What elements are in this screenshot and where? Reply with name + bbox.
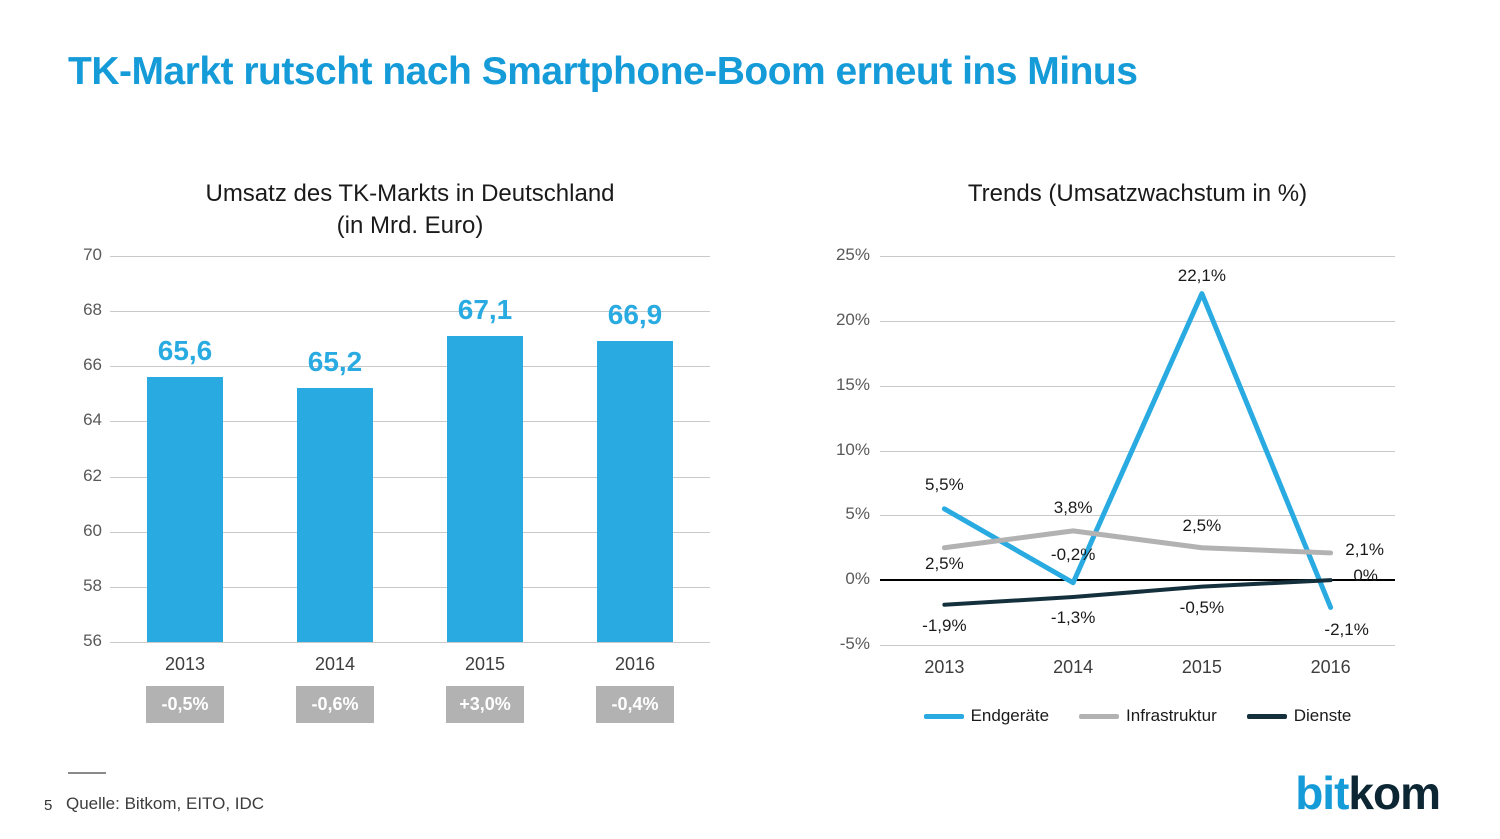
line-chart-title-text: Trends (Umsatzwachstum in %) [967, 180, 1308, 207]
bar-ytick-label: 70 [83, 245, 102, 264]
legend-swatch [1246, 713, 1287, 719]
line-chart-legend: Endgeräte Infrastruktur Dienste [880, 706, 1395, 726]
bar-xtick-label: 2014 [314, 654, 356, 674]
bar-xtick-label: 2015 [464, 654, 506, 674]
line-gridline [880, 320, 1395, 322]
bar-ytick-label: 56 [83, 631, 102, 650]
bar-ytick-label: 58 [83, 575, 102, 595]
bar [597, 341, 673, 642]
point-label: 22,1% [1177, 265, 1226, 285]
trend-lines-svg [941, 291, 1334, 610]
growth-badge: -0,6% [296, 686, 374, 723]
bar-ytick-label: 68 [83, 300, 102, 320]
bar [297, 388, 373, 642]
bitkom-logo: bitkom [1295, 766, 1441, 820]
growth-badge: -0,5% [146, 686, 224, 723]
bar-chart-plot: 70 68 66 64 62 60 58 56 65,6 2013 -0,5% 65,2 2014 -0,… [83, 245, 710, 723]
bar-ytick-label: 64 [83, 410, 102, 430]
line-gridline [880, 450, 1395, 452]
bar-gridline [110, 586, 710, 588]
point-label: -1,9% [922, 615, 967, 635]
line-gridline [880, 645, 1395, 646]
line-ytick-label: 0% [845, 569, 870, 589]
line-ytick-label: 15% [835, 374, 870, 394]
line-ytick-label: 25% [835, 245, 870, 264]
bar-value-label: 65,2 [307, 346, 363, 378]
bar-value-label: 66,9 [607, 299, 663, 331]
point-label: 2,5% [1182, 515, 1222, 535]
line-gridline [880, 385, 1395, 387]
line-gridline [880, 256, 1395, 257]
point-label: 2,5% [925, 553, 964, 573]
bar-value-label: 67,1 [457, 293, 513, 325]
slide-title: TK-Markt rutscht nach Smartphone-Boom er… [68, 50, 1138, 93]
legend-item: Infrastruktur [1079, 706, 1217, 726]
point-label: 2,1% [1345, 539, 1384, 559]
growth-badge: -0,4% [596, 686, 674, 723]
legend-swatch [923, 713, 964, 719]
legend-label: Infrastruktur [1126, 706, 1217, 725]
bar-gridline [110, 256, 710, 257]
bar-ytick-label: 62 [83, 465, 102, 485]
line-xtick-label: 2013 [924, 657, 965, 677]
legend-item: Endgeräte [923, 706, 1050, 726]
line-ytick-label: -5% [839, 634, 870, 653]
source-text: Quelle: Bitkom, EITO, IDC [66, 794, 265, 813]
line-ytick-label: 10% [835, 439, 870, 459]
series-line-0 [941, 291, 1334, 610]
footer-divider [68, 772, 106, 774]
line-xtick-label: 2015 [1181, 657, 1222, 677]
point-label: -0,5% [1179, 597, 1225, 617]
line-chart-plot: 25% 20% 15% 10% 5% 0% -5% 2013 2014 2015 2016 5,5% -… [836, 245, 1395, 677]
bar-chart-title-line2: (in Mrd. Euro) [336, 212, 484, 240]
line-ytick-label: 5% [845, 504, 870, 524]
line-ytick-label: 20% [835, 309, 870, 329]
page-number: 5 [44, 797, 53, 814]
bar-ytick-label: 60 [83, 520, 102, 540]
bar-chart-title-line1: Umsatz des TK-Markts in Deutschland [205, 180, 615, 207]
point-label: -1,3% [1050, 608, 1096, 628]
bar [447, 335, 523, 642]
series-line-2 [942, 578, 1333, 607]
bar-gridline [110, 476, 710, 478]
point-label: -0,2% [1050, 544, 1096, 564]
logo-bit: bit [1295, 767, 1349, 819]
bar-value-label: 65,6 [157, 335, 213, 367]
line-chart-title: Trends (Umsatzwachstum in %) [880, 178, 1395, 210]
logo-kom: kom [1348, 767, 1441, 819]
bar-chart-title: Umsatz des TK-Markts in Deutschland (in … [110, 178, 710, 243]
zero-axis-line [880, 579, 1395, 582]
bar-gridline [110, 311, 710, 313]
bar-ytick-label: 66 [83, 355, 102, 375]
bar-gridline [110, 421, 710, 423]
point-label: -2,1% [1324, 620, 1369, 640]
bar-xtick-label: 2013 [164, 654, 206, 674]
line-gridline [880, 515, 1395, 517]
bar-gridline [110, 531, 710, 533]
legend-item: Dienste [1246, 706, 1352, 726]
legend-swatch [1079, 713, 1120, 719]
line-xtick-label: 2016 [1310, 657, 1351, 677]
growth-badge: +3,0% [446, 686, 524, 723]
legend-label: Endgeräte [970, 706, 1050, 725]
bar-gridline [110, 366, 710, 368]
point-label: 5,5% [925, 474, 964, 494]
point-label: 3,8% [1053, 497, 1093, 517]
bar-xtick-label: 2016 [614, 654, 656, 674]
legend-label: Dienste [1293, 706, 1352, 725]
bar [147, 377, 223, 642]
line-xtick-label: 2014 [1053, 657, 1094, 677]
point-label: 0% [1353, 566, 1378, 586]
series-line-1 [941, 528, 1334, 556]
bar-gridline [110, 642, 710, 643]
